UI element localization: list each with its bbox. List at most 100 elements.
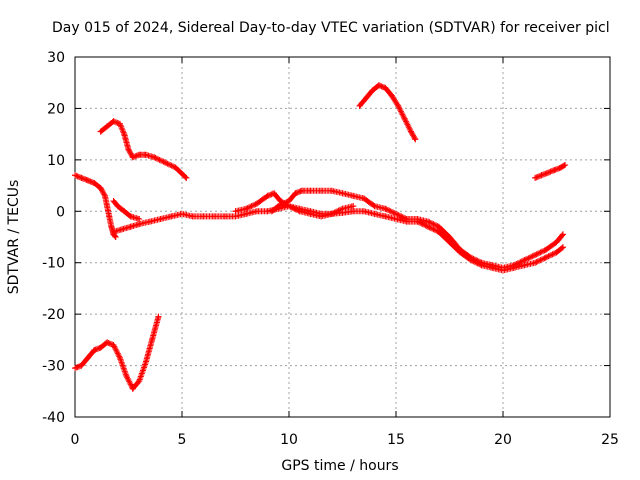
data-point (221, 213, 228, 220)
data-point (97, 128, 104, 135)
x-tick-label: 15 (387, 432, 405, 448)
data-point (155, 313, 162, 320)
data-point (538, 172, 545, 179)
data-point (72, 365, 78, 372)
data-point (296, 208, 303, 215)
data-point (253, 208, 260, 215)
data-point (101, 192, 108, 199)
data-point (435, 223, 442, 230)
y-tick-label: 30 (47, 50, 65, 66)
data-point (264, 192, 271, 199)
data-point (298, 187, 305, 194)
data-point (97, 185, 104, 192)
y-tick-label: -40 (42, 410, 65, 426)
data-point (371, 203, 378, 210)
data-point (292, 190, 299, 197)
data-point (412, 136, 419, 143)
x-tick-label: 10 (280, 432, 298, 448)
data-point (532, 259, 539, 266)
y-tick-label: -10 (42, 256, 65, 272)
data-point (360, 208, 367, 215)
data-point (136, 216, 143, 222)
data-point (91, 180, 98, 186)
series-track-d-hump (232, 190, 357, 220)
y-tick-label: -30 (42, 359, 65, 375)
data-point (559, 231, 566, 238)
data-point (371, 210, 378, 217)
data-point (110, 118, 117, 125)
data-point (189, 213, 196, 220)
data-point (414, 216, 421, 222)
data-point (243, 210, 250, 217)
data-point (136, 151, 143, 158)
series-track-f-wavy (97, 118, 190, 181)
data-point (211, 213, 218, 220)
data-point (350, 208, 357, 215)
data-point (489, 262, 496, 269)
x-axis-title: GPS time / hours (281, 458, 398, 474)
data-point (562, 162, 569, 168)
data-point (542, 254, 549, 261)
data-point (382, 84, 389, 91)
y-tick-label: 0 (56, 204, 65, 220)
data-point (146, 218, 153, 225)
data-point (369, 87, 376, 94)
data-point (119, 226, 126, 233)
data-point (110, 228, 117, 235)
data-point (243, 205, 250, 212)
data-point (500, 264, 506, 271)
data-point (84, 354, 91, 361)
data-point (403, 216, 410, 222)
data-points (72, 82, 569, 392)
data-point (232, 213, 239, 220)
data-point (382, 205, 389, 212)
plot-frame (74, 56, 611, 418)
data-point (375, 82, 382, 89)
data-point (435, 228, 442, 235)
data-point (307, 210, 314, 217)
data-point (339, 205, 346, 212)
data-point (277, 198, 284, 204)
data-point (542, 246, 549, 253)
data-point (559, 244, 566, 251)
data-point (110, 342, 117, 348)
data-point (425, 218, 432, 225)
data-point (112, 234, 119, 240)
data-point (395, 102, 402, 109)
data-point (467, 254, 474, 261)
data-point (157, 216, 164, 222)
data-point (142, 360, 149, 366)
x-tick-label: 25 (601, 432, 619, 448)
data-point (151, 154, 158, 161)
data-point (123, 372, 130, 379)
data-point (179, 210, 185, 217)
series-track-i-dip (72, 313, 162, 392)
data-point (401, 115, 408, 122)
data-point (127, 223, 134, 230)
data-point (307, 187, 314, 194)
series-track-h-rising (532, 162, 569, 181)
data-point (510, 262, 517, 269)
data-point (553, 239, 560, 246)
data-point (382, 213, 389, 220)
data-point (393, 216, 399, 222)
data-point (183, 174, 190, 181)
data-point (104, 203, 111, 210)
data-point (388, 92, 395, 99)
data-point (318, 213, 325, 220)
data-point (78, 174, 85, 181)
data-point (268, 208, 275, 215)
data-point (553, 249, 560, 256)
chart-title: Day 015 of 2024, Sidereal Day-to-day VTE… (52, 20, 610, 36)
data-point (84, 177, 91, 184)
data-point (116, 120, 123, 127)
data-point (91, 347, 98, 354)
data-point (286, 203, 292, 210)
axis-ticks: 0 5 10 15 20 25 -40 -30 -20 -10 0 10 20 30 (42, 50, 619, 448)
data-point (104, 123, 111, 130)
x-tick-label: 20 (494, 432, 512, 448)
data-point (129, 385, 136, 392)
data-point (121, 131, 128, 138)
